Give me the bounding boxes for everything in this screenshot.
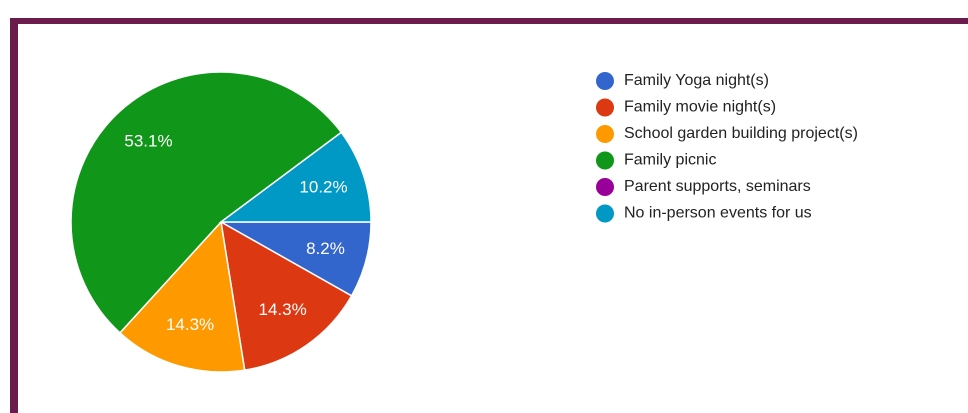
pie-slice (70, 71, 343, 334)
legend-label: Family movie night(s) (624, 99, 776, 116)
slice-label: 8.2% (306, 239, 345, 258)
pie-slice (118, 220, 246, 373)
slice-label: 14.3% (259, 300, 307, 319)
legend-swatch (596, 178, 614, 196)
slice-label: 14.3% (166, 315, 214, 334)
legend-label: Family picnic (624, 152, 716, 169)
legend-swatch (596, 204, 614, 223)
legend-label: No in-person events for us (624, 205, 812, 222)
slice-label: 10.2% (299, 177, 347, 196)
legend-label: Parent supports, seminars (624, 178, 811, 195)
pie-slice (220, 220, 353, 371)
legend-swatch (596, 151, 614, 170)
frame-left (10, 18, 18, 413)
frame-top (10, 18, 968, 24)
legend-swatch (596, 125, 614, 143)
legend-label: School garden building project(s) (624, 125, 858, 142)
legend-swatch (596, 72, 614, 90)
legend-label: Family Yoga night(s) (624, 72, 769, 89)
slice-label: 53.1% (124, 131, 172, 150)
pie-slice (218, 131, 372, 223)
legend-swatch (596, 98, 614, 117)
